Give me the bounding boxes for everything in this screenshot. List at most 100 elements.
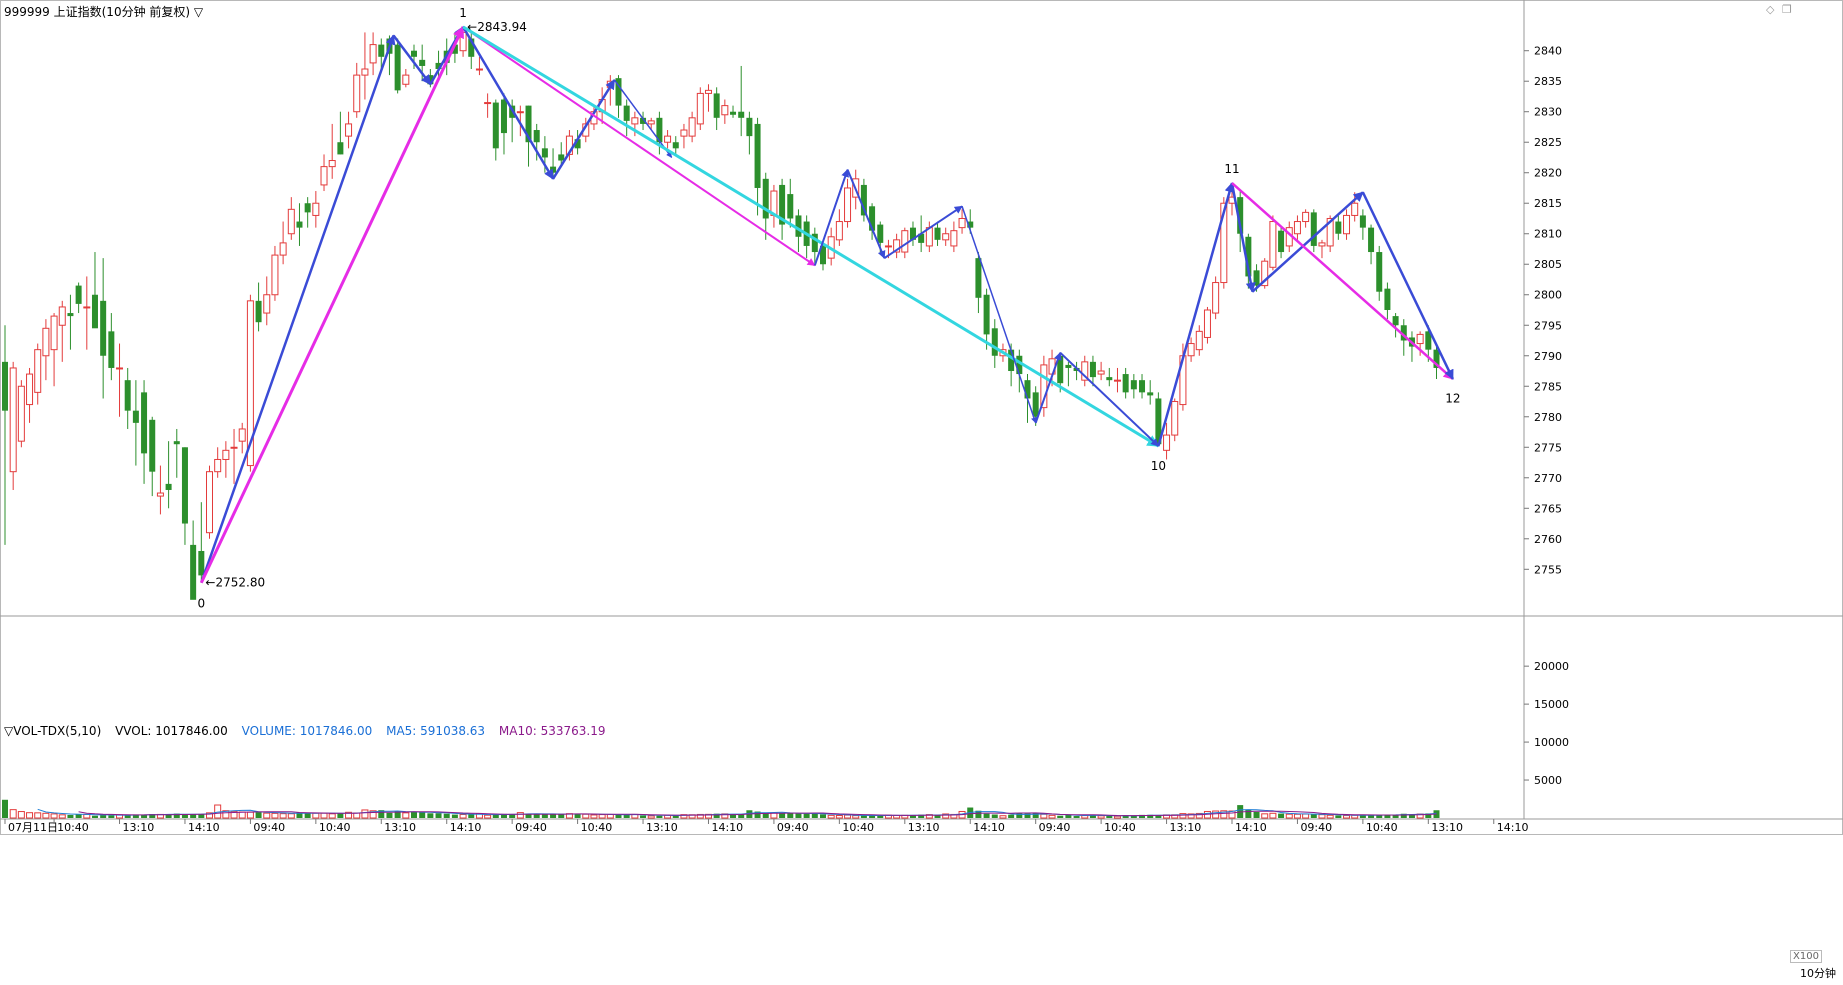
candle	[664, 130, 672, 149]
candle-body	[181, 447, 188, 524]
ma10-value: MA10: 533763.19	[498, 724, 606, 738]
candle	[156, 465, 164, 515]
candle-body	[835, 221, 843, 241]
candle	[500, 93, 507, 155]
volume-bar	[730, 814, 737, 818]
volume-bar	[2, 799, 8, 818]
candle-body	[2, 361, 8, 411]
candle	[1359, 209, 1366, 240]
candle-body	[361, 68, 369, 76]
candle	[1293, 215, 1301, 240]
candle	[1433, 343, 1440, 379]
candle	[1392, 313, 1399, 338]
candle	[345, 111, 353, 149]
candle-body	[304, 203, 311, 213]
volume-bar	[206, 812, 213, 819]
candle-body	[1081, 361, 1089, 381]
candle-body	[1318, 242, 1326, 247]
volume-bar	[623, 814, 630, 818]
candle-body	[640, 117, 647, 124]
candle-body	[198, 550, 205, 576]
candle	[50, 313, 58, 387]
ma5-value: MA5: 591038.63	[386, 724, 486, 738]
candle	[730, 105, 737, 118]
candle-body	[811, 233, 818, 253]
candle-body	[149, 419, 156, 472]
trend-stroke	[200, 34, 396, 584]
volume-bar	[1048, 814, 1056, 819]
vol-indicator-name[interactable]: ▽VOL-TDX(5,10)	[4, 724, 102, 738]
volume-bar	[91, 815, 98, 818]
candle-body	[869, 206, 876, 231]
candle-body	[337, 142, 344, 155]
price-tick-label: 2835	[1534, 75, 1562, 88]
chart-title[interactable]: 999999 上证指数(10分钟 前复权) ▽	[4, 5, 204, 19]
time-tick-label: 10:40	[842, 821, 874, 834]
time-tick-label: 13:10	[384, 821, 416, 834]
volume-ma-layer	[37, 808, 1437, 817]
candle	[214, 447, 222, 478]
trend-stroke	[462, 26, 555, 180]
chart-annotation: ←2752.80	[205, 576, 265, 590]
candle-body	[108, 331, 115, 368]
candle	[1130, 374, 1137, 399]
volume-bar	[500, 813, 507, 818]
volume-bar	[1285, 813, 1293, 819]
price-tick-label: 2760	[1534, 533, 1562, 546]
volume-bar	[255, 812, 262, 818]
volume-bar	[1368, 815, 1375, 818]
volume-bar	[394, 811, 401, 818]
candle-body	[222, 449, 230, 460]
volume-tick-label: 15000	[1534, 698, 1569, 711]
candle-body	[1261, 260, 1269, 287]
vvol-value: VVOL: 1017846.00	[115, 724, 228, 738]
candle-body	[1335, 221, 1342, 234]
candle-body	[909, 227, 916, 240]
candle-body	[958, 217, 966, 229]
volume-bar	[26, 812, 34, 819]
candle-body	[17, 385, 25, 442]
candle	[238, 422, 246, 454]
volume-bar	[337, 813, 344, 818]
candle	[893, 233, 901, 259]
candle-body	[255, 300, 262, 323]
diamond-icon[interactable]: ◇	[1766, 3, 1775, 16]
candle	[1278, 227, 1285, 259]
candle	[141, 380, 148, 484]
volume-bar	[1139, 814, 1146, 818]
period-label[interactable]: 10分钟	[1800, 967, 1836, 980]
candle	[860, 178, 867, 222]
restore-window-icon[interactable]: ❐	[1781, 3, 1792, 16]
trend-stroke	[392, 34, 432, 86]
candle-body	[83, 306, 91, 309]
candle	[328, 123, 336, 179]
candle-body	[1269, 221, 1277, 268]
time-tick-label: 14:10	[1235, 821, 1267, 834]
candle-body	[1089, 361, 1096, 378]
volume-bar	[558, 813, 565, 818]
candle-body	[34, 349, 42, 393]
candle	[1139, 374, 1146, 399]
volume-bar	[1261, 813, 1269, 819]
candle	[598, 87, 606, 124]
volume-bar	[606, 814, 614, 819]
volume-bar	[484, 814, 492, 819]
candle	[149, 416, 156, 497]
volume-bar	[263, 812, 271, 819]
candle-body	[1310, 212, 1317, 246]
volume-bar	[1302, 813, 1310, 819]
candle	[108, 313, 115, 381]
candle	[1040, 355, 1048, 417]
trend-stroke	[1251, 191, 1364, 293]
volume-bar	[999, 815, 1007, 819]
volume-bar	[361, 809, 369, 819]
volume-bar	[42, 812, 50, 819]
volume-bar	[844, 814, 852, 819]
candle-body	[67, 313, 74, 317]
volume-bar	[328, 813, 336, 819]
candle	[835, 209, 843, 246]
candle-body	[1237, 197, 1244, 234]
candle	[1310, 209, 1317, 253]
